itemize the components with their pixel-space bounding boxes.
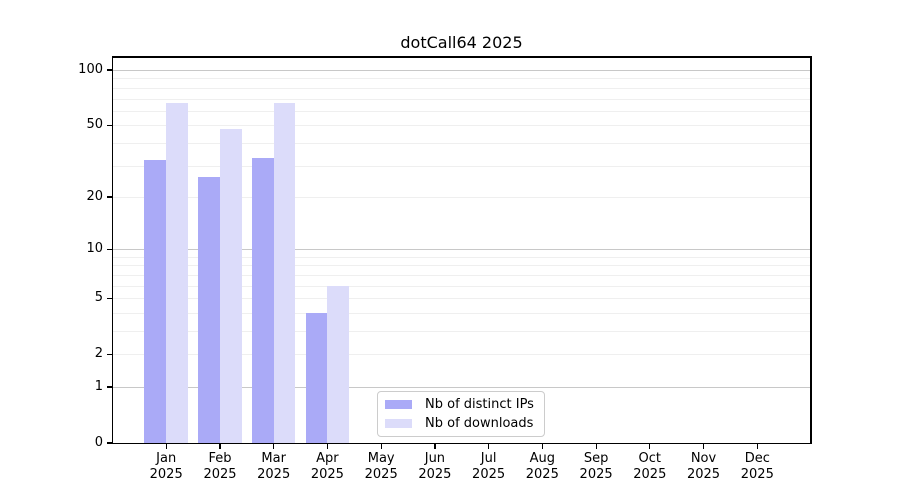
y-tick-label-20: 20 — [86, 188, 103, 204]
x-tick-label-aug: Aug 2025 — [525, 451, 559, 482]
x-tick-aug — [541, 444, 543, 449]
x-tick-label-jul: Jul 2025 — [472, 451, 506, 482]
x-tick-label-jun: Jun 2025 — [418, 451, 452, 482]
legend: Nb of distinct IPs Nb of downloads — [377, 391, 545, 437]
plot-spine-left — [111, 56, 114, 444]
gridline-y-4 — [112, 312, 811, 314]
y-tick-2 — [106, 353, 113, 355]
plot-spine-bottom — [111, 442, 812, 444]
x-tick-nov — [702, 444, 705, 449]
bar-nb-of-downloads-mar — [273, 103, 296, 443]
legend-swatch-distinct-ips — [385, 399, 412, 410]
gridline-y-2 — [112, 354, 811, 356]
plot-spine-top — [111, 56, 812, 58]
x-tick-label-may: May 2025 — [364, 451, 398, 482]
y-tick-20 — [106, 196, 113, 198]
y-tick-10 — [106, 248, 113, 250]
x-tick-label-feb: Feb 2025 — [203, 451, 237, 482]
legend-row-distinct-ips: Nb of distinct IPs — [378, 397, 544, 412]
bar-nb-of-downloads-apr — [327, 285, 350, 443]
bar-nb-of-distinct-ips-feb — [198, 176, 220, 443]
legend-row-downloads: Nb of downloads — [378, 416, 544, 431]
x-tick-sep — [595, 444, 597, 449]
y-tick-label-100: 100 — [78, 62, 103, 77]
gridline-y-40 — [112, 142, 811, 144]
x-tick-may — [380, 444, 382, 449]
gridline-y-100 — [112, 70, 811, 71]
gridline-y-70 — [112, 98, 811, 100]
bar-nb-of-downloads-jan — [166, 103, 188, 443]
x-tick-mar — [273, 444, 275, 449]
x-tick-label-oct: Oct 2025 — [633, 451, 667, 482]
x-tick-jun — [434, 444, 436, 449]
gridline-y-7 — [112, 274, 811, 276]
x-tick-label-mar: Mar 2025 — [257, 451, 291, 482]
gridline-y-90 — [112, 78, 811, 80]
x-tick-jul — [488, 444, 490, 449]
chart-title: dotCall64 2025 — [400, 33, 523, 52]
x-tick-label-nov: Nov 2025 — [686, 451, 721, 482]
gridline-y-6 — [112, 285, 811, 287]
y-tick-1 — [106, 386, 113, 388]
bar-nb-of-downloads-feb — [220, 128, 242, 443]
gridline-y-9 — [112, 256, 811, 258]
bar-nb-of-distinct-ips-mar — [251, 158, 274, 443]
x-tick-label-jan: Jan 2025 — [149, 451, 183, 482]
y-tick-label-50: 50 — [86, 117, 103, 133]
gridline-y-60 — [112, 110, 811, 112]
y-tick-label-1: 1 — [94, 379, 103, 394]
plot-area — [112, 57, 811, 443]
gridline-y-1 — [112, 387, 811, 388]
gridline-y-80 — [112, 87, 811, 89]
y-tick-100 — [106, 69, 113, 71]
gridline-y-30 — [112, 165, 811, 167]
bar-nb-of-distinct-ips-jan — [144, 160, 167, 443]
y-tick-label-10: 10 — [86, 241, 103, 257]
x-tick-jan — [165, 444, 167, 449]
x-tick-oct — [649, 444, 651, 449]
y-tick-5 — [106, 297, 113, 299]
x-tick-dec — [756, 444, 758, 449]
y-tick-label-5: 5 — [94, 290, 103, 306]
y-tick-0 — [106, 442, 113, 444]
x-tick-label-apr: Apr 2025 — [310, 451, 344, 482]
gridline-y-8 — [112, 265, 811, 267]
gridline-y-20 — [112, 196, 811, 198]
gridline-y-10 — [112, 249, 811, 251]
gridline-y-3 — [112, 331, 811, 332]
gridline-y-50 — [112, 125, 811, 127]
x-tick-apr — [326, 444, 329, 449]
x-tick-feb — [219, 444, 221, 449]
plot-spine-right — [810, 56, 812, 444]
y-tick-50 — [106, 124, 113, 126]
x-tick-label-dec: Dec 2025 — [740, 451, 774, 482]
gridline-y-5 — [112, 298, 811, 300]
legend-label-distinct-ips: Nb of distinct IPs — [425, 397, 534, 412]
x-tick-label-sep: Sep 2025 — [579, 451, 613, 482]
bar-nb-of-distinct-ips-apr — [305, 312, 328, 443]
y-tick-label-2: 2 — [94, 346, 103, 362]
legend-label-downloads: Nb of downloads — [425, 416, 534, 431]
legend-swatch-downloads — [385, 418, 412, 429]
y-tick-label-0: 0 — [94, 435, 103, 450]
